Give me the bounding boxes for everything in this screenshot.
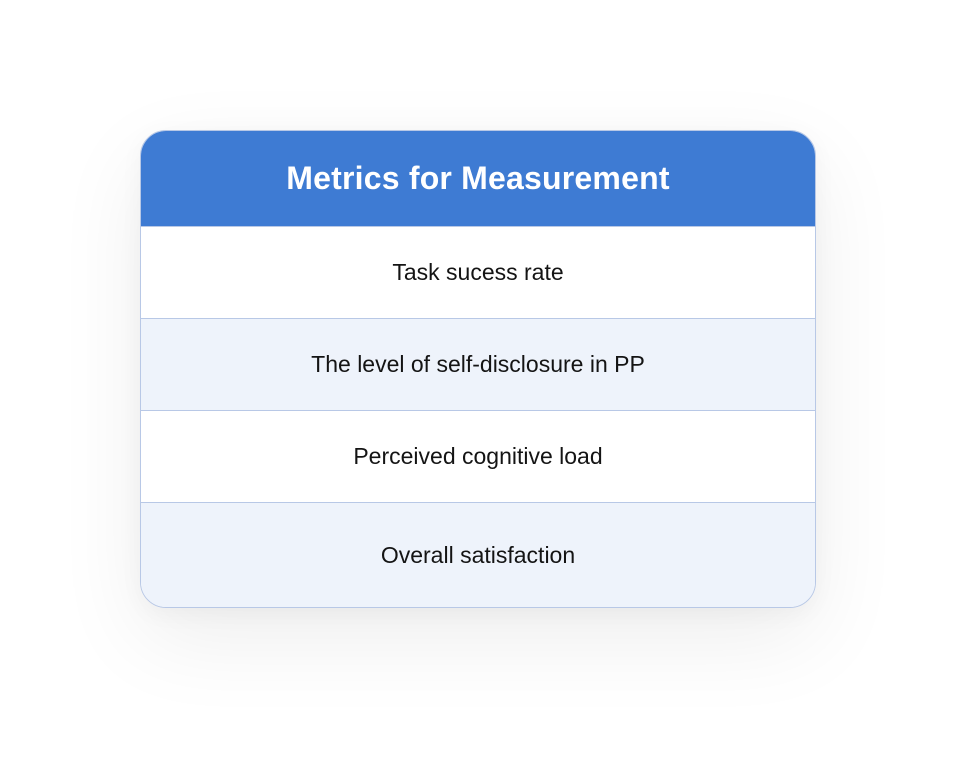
metric-row: Overall satisfaction: [141, 503, 815, 607]
table-header: Metrics for Measurement: [141, 131, 815, 227]
metrics-list: Task sucess rate The level of self-discl…: [141, 227, 815, 607]
metric-label: Overall satisfaction: [380, 542, 576, 568]
metric-label: The level of self-disclosure in PP: [311, 351, 645, 377]
metrics-table-card: Metrics for Measurement Task sucess rate…: [140, 130, 816, 608]
metric-row: Perceived cognitive load: [141, 411, 815, 503]
metric-label: Task sucess rate: [392, 259, 564, 285]
metric-label: Perceived cognitive load: [353, 443, 603, 469]
metric-row: The level of self-disclosure in PP: [141, 319, 815, 411]
metric-row: Task sucess rate: [141, 227, 815, 319]
table-title: Metrics for Measurement: [286, 160, 670, 196]
